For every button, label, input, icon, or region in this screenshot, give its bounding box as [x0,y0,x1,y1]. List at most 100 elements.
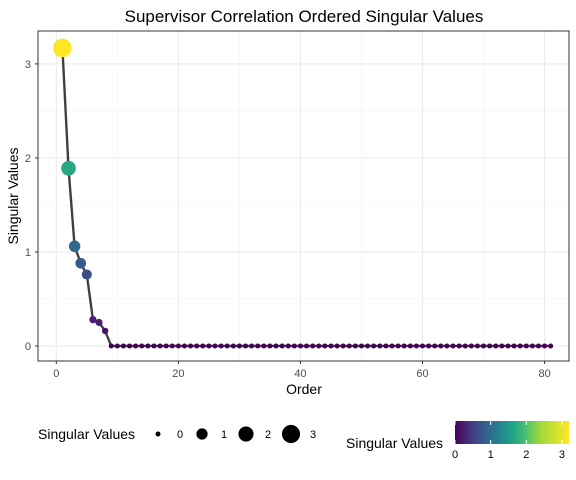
data-point [61,160,76,176]
data-point [389,343,395,349]
y-axis-title: Singular Values [5,147,21,244]
data-point [420,343,426,349]
size-legend-key [281,424,301,444]
data-point [114,343,120,349]
size-legend-label: 3 [310,429,316,441]
data-point [95,318,103,326]
data-point [127,343,133,349]
color-legend-title: Singular Values [346,435,443,451]
data-point [468,343,474,349]
x-axis-title: Order [286,381,322,397]
y-tick-label: 1 [25,247,31,259]
data-point [169,343,175,349]
y-tick-label: 3 [25,59,31,71]
data-series [53,38,554,349]
x-tick-label: 40 [294,368,306,380]
data-point [401,343,407,349]
data-point [456,343,462,349]
data-point [81,269,92,280]
x-tick-label: 60 [416,368,428,380]
data-point [291,343,297,349]
y-tick-label: 0 [25,341,31,353]
chart-title: Supervisor Correlation Ordered Singular … [125,7,484,26]
data-point [474,343,480,349]
data-point [261,343,267,349]
data-point [542,343,548,349]
data-point [68,240,81,253]
data-point [487,343,493,349]
data-point [529,343,535,349]
data-point [371,343,377,349]
data-point [499,343,505,349]
data-point [194,343,200,349]
data-point [120,343,126,349]
data-point [206,343,212,349]
data-point [230,343,236,349]
data-point [163,343,169,349]
data-point [548,343,554,349]
data-point [53,38,72,58]
data-point [322,343,328,349]
color-legend-ticks: 0 1 2 3 [452,421,565,461]
data-point [340,343,346,349]
data-point [139,343,145,349]
data-point [334,343,340,349]
data-point [133,343,139,349]
data-point [316,343,322,349]
data-point [523,343,529,349]
data-point [212,343,218,349]
data-point [236,343,242,349]
data-point [273,343,279,349]
size-legend: Singular Values 0 1 2 3 [38,424,316,444]
data-point [101,327,109,335]
data-point [279,343,285,349]
x-tick-label: 0 [53,368,59,380]
data-point [413,343,419,349]
data-point [383,343,389,349]
data-point [75,257,87,269]
data-point [310,343,316,349]
size-legend-keys: 0 1 2 3 [155,424,316,444]
data-point [365,343,371,349]
data-point [493,343,499,349]
color-legend-label: 0 [452,449,458,461]
data-point [243,343,249,349]
data-point [535,343,541,349]
color-legend-label: 2 [523,449,529,461]
size-legend-label: 2 [265,429,271,441]
data-point [352,343,358,349]
data-point [145,343,151,349]
size-legend-title: Singular Values [38,426,135,442]
size-legend-label: 1 [221,429,227,441]
data-point [89,315,97,324]
data-point [481,343,487,349]
data-point [377,343,383,349]
data-point [151,343,157,349]
size-legend-key [238,426,254,442]
data-point [407,343,413,349]
data-point [438,343,444,349]
size-legend-key [196,428,208,440]
data-point [285,343,291,349]
data-point [181,343,187,349]
data-point [462,343,468,349]
data-point [200,343,206,349]
data-point [108,343,114,349]
plot-border [37,30,570,362]
axes: 0 20 40 60 80 0 1 2 3 [25,59,551,380]
color-legend-label: 1 [488,449,494,461]
y-tick-label: 2 [25,153,31,165]
data-point [432,343,438,349]
size-legend-label: 0 [177,429,183,441]
data-point [304,343,310,349]
x-tick-label: 20 [172,368,184,380]
data-point [358,343,364,349]
data-point [517,343,523,349]
plot-panel [38,31,569,361]
data-point [444,343,450,349]
data-point [505,343,511,349]
data-point [188,343,194,349]
data-point [395,343,401,349]
data-point [328,343,334,349]
